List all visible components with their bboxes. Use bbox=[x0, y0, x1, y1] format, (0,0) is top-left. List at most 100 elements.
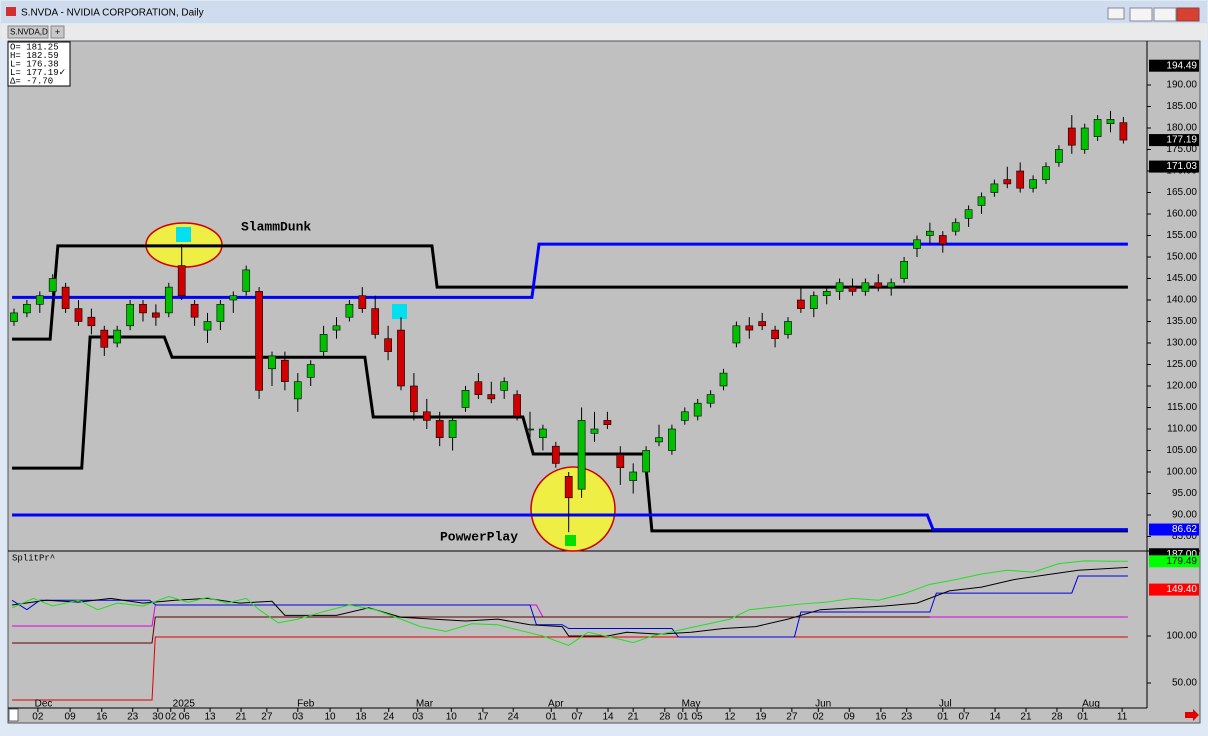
candle-body bbox=[474, 381, 483, 395]
candle-body bbox=[281, 359, 289, 382]
price-marker bbox=[1149, 583, 1199, 596]
candle-body bbox=[526, 428, 534, 431]
x-tick-label: 24 bbox=[383, 712, 395, 723]
price-marker bbox=[1149, 59, 1199, 72]
price-marker-label: 149.40 bbox=[1166, 584, 1197, 595]
x-tick-label: 03 bbox=[412, 712, 424, 723]
tab-add[interactable] bbox=[50, 25, 65, 39]
candle-body bbox=[229, 295, 238, 301]
y-tick-label: 155.00 bbox=[1166, 230, 1197, 241]
candle-body bbox=[500, 381, 509, 391]
candle-body bbox=[10, 312, 18, 322]
candle-body bbox=[629, 471, 638, 481]
x-tick-label: 01 bbox=[677, 712, 689, 723]
month-label: Jul bbox=[939, 699, 952, 710]
month-label: May bbox=[682, 699, 701, 710]
y-tick-label: 160.00 bbox=[1166, 209, 1197, 220]
ohlc-box bbox=[7, 41, 71, 87]
candle-body bbox=[35, 295, 44, 305]
candle-body bbox=[577, 420, 586, 490]
candle-body bbox=[87, 316, 96, 327]
candle-body bbox=[139, 303, 147, 314]
close-button[interactable] bbox=[1176, 7, 1200, 22]
candle-body bbox=[461, 389, 470, 408]
x-tick-label: 10 bbox=[446, 712, 458, 723]
candle-body bbox=[48, 278, 57, 292]
month-label: Mar bbox=[416, 699, 434, 710]
candle-body bbox=[293, 381, 302, 400]
candle-body bbox=[835, 282, 844, 292]
candle-body bbox=[990, 183, 999, 193]
candle-body bbox=[177, 265, 186, 296]
ohlc-group: O= 181.25H= 182.59L= 176.38L= 177.19✓Δ= … bbox=[10, 42, 66, 86]
scroll-box[interactable] bbox=[8, 708, 19, 722]
attach-button[interactable] bbox=[1107, 7, 1125, 20]
candle-body bbox=[951, 222, 960, 232]
candle-body bbox=[900, 260, 908, 279]
candle-body bbox=[319, 334, 328, 352]
x-tick-label: 27 bbox=[261, 712, 273, 723]
maximize-button[interactable] bbox=[1153, 7, 1177, 22]
tab-bar bbox=[1, 24, 1207, 40]
price-marker-label: 187.00 bbox=[1166, 549, 1197, 560]
app-icon bbox=[6, 7, 16, 16]
x-tick-label: 18 bbox=[355, 712, 367, 723]
candle-body bbox=[913, 239, 921, 249]
candle-body bbox=[977, 196, 986, 206]
candle-body bbox=[332, 325, 341, 331]
candle-body bbox=[1093, 119, 1102, 137]
month-label: Apr bbox=[548, 699, 564, 710]
x-tick-label: 09 bbox=[65, 712, 77, 723]
y-tick-label: 130.00 bbox=[1166, 338, 1197, 349]
candle-body bbox=[771, 329, 779, 339]
minimize-button[interactable] bbox=[1129, 7, 1153, 22]
x-tick-label: 06 bbox=[179, 712, 191, 723]
candle-body bbox=[926, 230, 934, 236]
window-title: S.NVDA - NVIDIA CORPORATION, Daily bbox=[21, 8, 204, 19]
x-tick-label: 02 bbox=[32, 712, 44, 723]
candle-body bbox=[345, 303, 354, 318]
candle-body bbox=[938, 235, 947, 245]
price-marker bbox=[1149, 523, 1199, 536]
candle-body bbox=[435, 420, 444, 438]
title-bar bbox=[1, 1, 1207, 23]
line-series bbox=[12, 244, 1128, 341]
candle-body bbox=[268, 355, 276, 370]
annotation: PowwerPlay bbox=[440, 529, 518, 544]
candle-body bbox=[164, 286, 173, 314]
candle-body bbox=[693, 402, 702, 417]
candle-body bbox=[448, 420, 457, 438]
scroll-arrow[interactable] bbox=[1185, 709, 1199, 721]
candle-body bbox=[861, 282, 870, 292]
x-tick-label: 12 bbox=[724, 712, 736, 723]
x-tick-label: 07 bbox=[572, 712, 584, 723]
x-tick-label: 28 bbox=[659, 712, 671, 723]
month-label: 2025 bbox=[173, 699, 196, 710]
candle-body bbox=[564, 475, 573, 499]
candle-body bbox=[371, 308, 380, 335]
annotation: SlammDunk bbox=[241, 219, 311, 234]
x-tick-label: 10 bbox=[324, 712, 336, 723]
x-tick-label: 14 bbox=[989, 712, 1001, 723]
x-tick-label: 02 bbox=[813, 712, 825, 723]
candle-body bbox=[668, 428, 676, 451]
y-tick-label: 85.00 bbox=[1172, 531, 1197, 542]
candle-body bbox=[758, 321, 767, 327]
candle-body bbox=[1003, 179, 1012, 185]
x-tick-label: 19 bbox=[755, 712, 767, 723]
candle-body bbox=[719, 372, 728, 387]
tab[interactable] bbox=[7, 25, 49, 39]
x-tick-label: 23 bbox=[127, 712, 139, 723]
ohlc-line: H= 182.59 bbox=[10, 51, 59, 61]
x-tick-label: 24 bbox=[508, 712, 520, 723]
candle-body bbox=[874, 282, 883, 288]
candle-body bbox=[61, 286, 70, 309]
candle-body bbox=[100, 329, 109, 348]
y-tick-label: 50.00 bbox=[1172, 678, 1197, 689]
candle-body bbox=[190, 303, 199, 318]
x-tick-label: 30 bbox=[152, 712, 164, 723]
x-tick-label: 27 bbox=[786, 712, 798, 723]
x-tick-label: 21 bbox=[1020, 712, 1032, 723]
candle-body bbox=[1016, 170, 1025, 189]
candle-body bbox=[216, 303, 225, 322]
